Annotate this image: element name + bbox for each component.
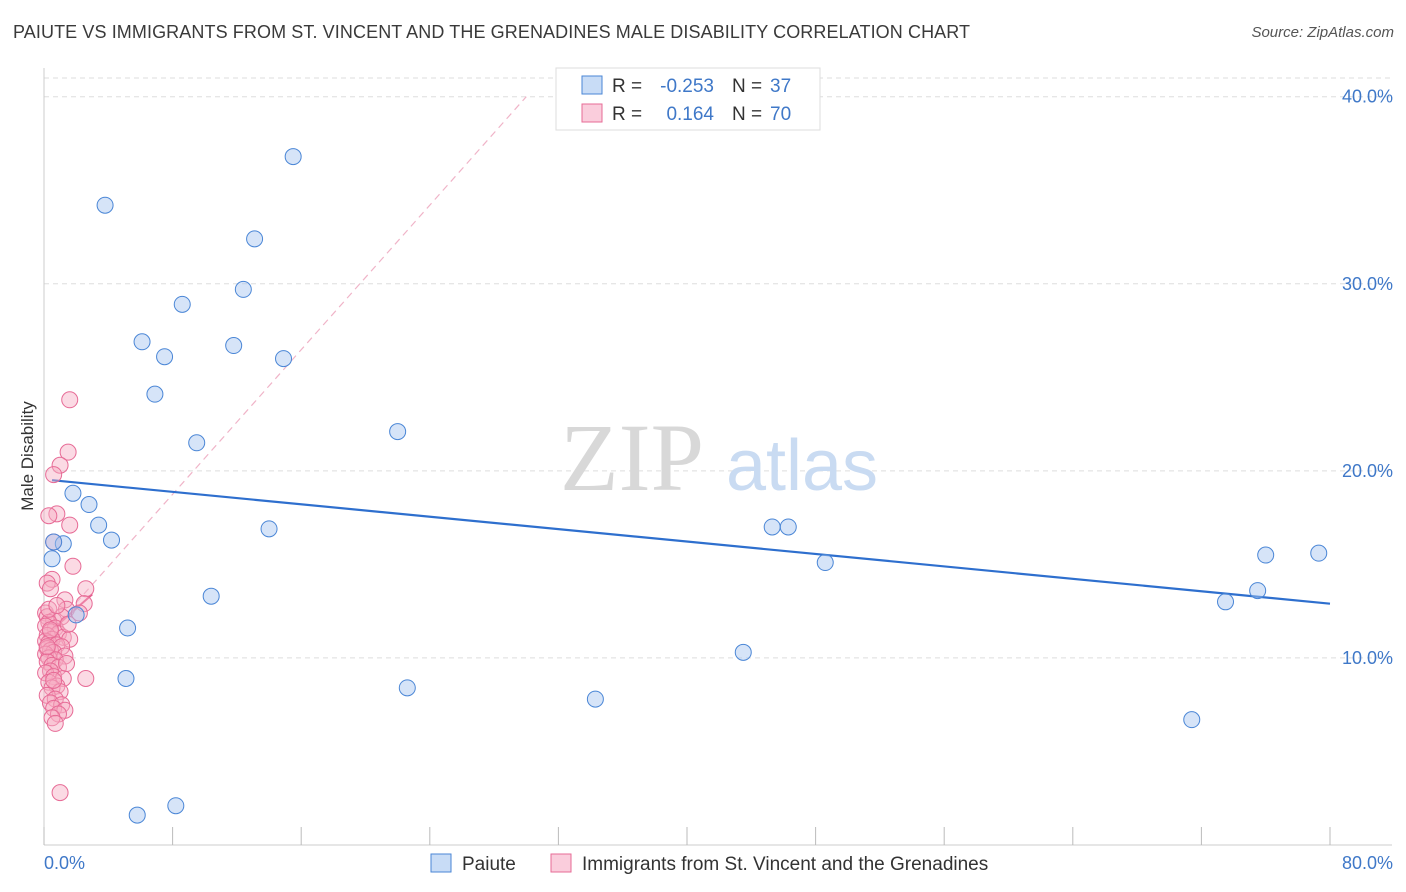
immigrants-point xyxy=(77,580,95,598)
chart-title: PAIUTE VS IMMIGRANTS FROM ST. VINCENT AN… xyxy=(13,22,971,42)
legend-n-value: 37 xyxy=(770,76,791,97)
paiute-point xyxy=(64,484,82,502)
immigrants-point xyxy=(45,466,63,484)
paiute-trend-line xyxy=(51,479,1331,605)
paiute-point xyxy=(260,520,278,538)
immigrants-point xyxy=(38,574,56,592)
paiute-point xyxy=(586,690,604,708)
immigrants-point xyxy=(61,516,79,534)
paiute-point xyxy=(173,295,191,313)
paiute-point xyxy=(246,230,264,248)
legend-item-paiute: Paiute xyxy=(462,854,516,875)
immigrants-point xyxy=(59,443,77,461)
paiute-point xyxy=(275,350,293,368)
y-tick-label: 40.0% xyxy=(1342,87,1393,107)
immigrants-point xyxy=(49,658,67,676)
watermark-atlas: atlas xyxy=(726,426,878,506)
paiute-point xyxy=(90,516,108,534)
paiute-point xyxy=(133,333,151,351)
immigrants-point xyxy=(41,621,59,639)
immigrants-point xyxy=(61,391,79,409)
immigrants-point xyxy=(48,597,66,615)
watermark-zip: ZIP xyxy=(560,404,704,511)
paiute-point xyxy=(1217,593,1235,611)
immigrants-point xyxy=(45,671,63,689)
paiute-point xyxy=(734,643,752,661)
immigrants-point xyxy=(58,655,76,673)
immigrants-point xyxy=(40,507,58,525)
paiute-point xyxy=(156,348,174,366)
legend-r-value: 0.164 xyxy=(666,104,714,125)
immigrants-point xyxy=(46,714,64,732)
legend-n-label: N = xyxy=(732,104,762,125)
paiute-point xyxy=(389,423,407,441)
gridlines xyxy=(44,77,1392,659)
paiute-point xyxy=(146,385,164,403)
immigrants-point xyxy=(43,709,61,727)
paiute-point xyxy=(1310,544,1328,562)
paiute-point xyxy=(284,148,302,166)
pink-diagonal-reference xyxy=(51,96,527,631)
trend-lines xyxy=(51,96,1331,631)
legend-n-label: N = xyxy=(732,76,762,97)
legend-r-label: R = xyxy=(612,104,642,125)
paiute-point xyxy=(167,797,185,815)
paiute-point xyxy=(43,550,61,568)
tick-labels: 10.0% 20.0% 30.0% 40.0% 0.0% 80.0% xyxy=(44,87,1393,873)
stats-legend: R = -0.253 N = 37 R = 0.164 N = 70 xyxy=(555,67,821,131)
y-axis-label: Male Disability xyxy=(18,401,37,511)
paiute-point xyxy=(96,196,114,214)
immigrants-point xyxy=(40,600,58,618)
x-tick-label-max: 80.0% xyxy=(1342,853,1393,873)
paiute-point xyxy=(188,434,206,452)
paiute-point xyxy=(763,518,781,536)
immigrants-point xyxy=(51,784,69,802)
paiute-point xyxy=(225,337,243,355)
paiute-point xyxy=(119,619,137,637)
x-tick-label-min: 0.0% xyxy=(44,853,85,873)
immigrants-point xyxy=(53,696,71,714)
axes xyxy=(43,68,1392,846)
paiute-point xyxy=(117,670,135,688)
paiute-point xyxy=(1257,546,1275,564)
immigrants-point xyxy=(51,456,69,474)
paiute-point xyxy=(234,280,252,298)
paiute-point xyxy=(202,587,220,605)
data-points xyxy=(37,148,1328,824)
paiute-point xyxy=(80,496,98,514)
immigrants-point xyxy=(77,670,95,688)
legend-item-immigrants-swatch xyxy=(550,853,572,873)
immigrants-point xyxy=(38,638,56,656)
series-legend: Paiute Immigrants from St. Vincent and t… xyxy=(430,853,988,875)
y-tick-label: 30.0% xyxy=(1342,274,1393,294)
y-tick-label: 20.0% xyxy=(1342,461,1393,481)
paiute-point xyxy=(67,606,85,624)
paiute-point xyxy=(103,531,121,549)
source-label: Source: ZipAtlas.com xyxy=(1251,24,1394,41)
paiute-point xyxy=(779,518,797,536)
legend-swatch-pink xyxy=(581,103,603,123)
immigrants-point xyxy=(64,557,82,575)
paiute-point xyxy=(816,554,834,572)
paiute-point xyxy=(45,533,63,551)
watermark: ZIP atlas xyxy=(560,404,878,511)
paiute-point xyxy=(128,806,146,824)
paiute-point xyxy=(398,679,416,697)
paiute-point xyxy=(1183,711,1201,729)
legend-item-paiute-swatch xyxy=(430,853,452,873)
paiute-point xyxy=(1249,582,1267,600)
legend-swatch-blue xyxy=(581,75,603,95)
y-tick-label: 10.0% xyxy=(1342,648,1393,668)
legend-item-immigrants: Immigrants from St. Vincent and the Gren… xyxy=(582,854,988,875)
legend-n-value: 70 xyxy=(770,104,791,125)
legend-r-value: -0.253 xyxy=(660,76,714,97)
legend-r-label: R = xyxy=(612,76,642,97)
immigrants-point xyxy=(41,580,59,598)
